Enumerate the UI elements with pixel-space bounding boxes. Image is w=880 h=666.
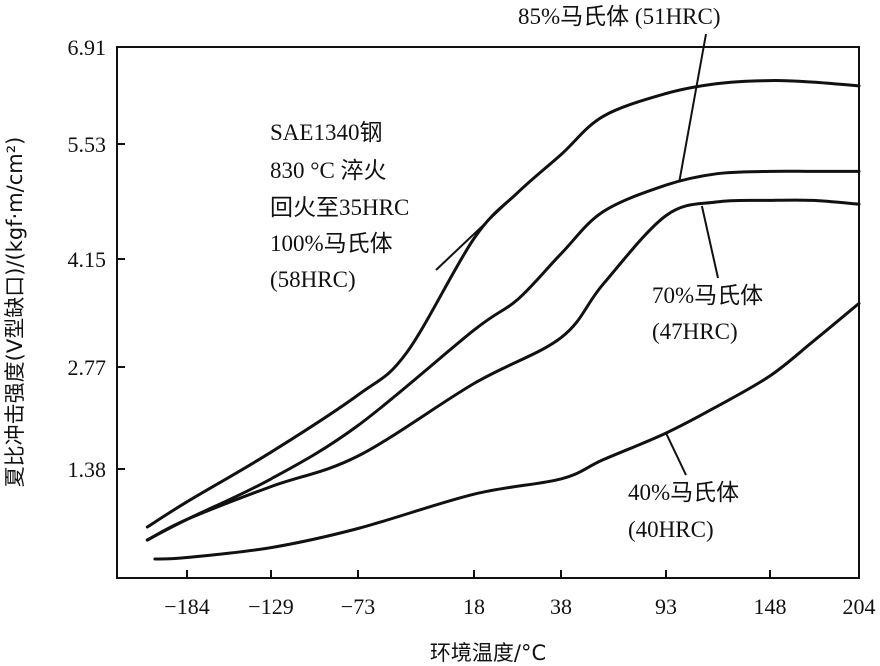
y-tick-label: 6.91 — [68, 35, 107, 60]
series-label-70-line-2: (47HRC) — [652, 319, 738, 344]
curves — [145, 79, 861, 561]
y-tick-label: 4.15 — [68, 247, 107, 272]
leader-85-martensite — [678, 33, 707, 183]
series-label-40-line-2: (40HRC) — [628, 517, 714, 542]
y-tick-label: 2.77 — [68, 355, 107, 380]
axis-ticks: −184 −129 −73 18 38 93 148 204 1.38 2.77 4.15 5.53 6… — [68, 35, 876, 619]
note-line-3: 回火至35HRC — [270, 195, 409, 220]
leader-100-martensite — [435, 192, 519, 271]
y-tick-label: 1.38 — [68, 457, 107, 482]
x-tick-label: 93 — [655, 594, 677, 619]
x-tick-label: −73 — [341, 594, 375, 619]
series-curve-85-martensite — [145, 169, 861, 542]
series-label-100-line-2: (58HRC) — [270, 267, 356, 292]
leader-40-martensite — [665, 432, 687, 476]
series-curve-70-martensite — [145, 198, 861, 542]
leader-70-martensite — [700, 205, 719, 279]
x-tick-label: −184 — [164, 594, 209, 619]
x-tick-label: 204 — [843, 594, 876, 619]
x-tick-label: 148 — [754, 594, 787, 619]
x-tick-label: 38 — [550, 594, 572, 619]
series-label-85: 85%马氏体 (51HRC) — [518, 4, 721, 29]
x-axis-title: 环境温度/°C — [430, 641, 546, 665]
x-tick-label: 18 — [463, 594, 485, 619]
series-label-40-line-1: 40%马氏体 — [628, 480, 739, 505]
x-tick-label: −129 — [248, 594, 293, 619]
series-label-70-line-1: 70%马氏体 — [652, 283, 763, 308]
y-tick-label: 5.53 — [68, 132, 107, 157]
y-axis-title: 夏比冲击强度(V型缺口)/(kgf·m/cm²) — [3, 137, 27, 488]
note-line-1: SAE1340钢 — [270, 120, 382, 145]
note-line-2: 830 °C 淬火 — [270, 158, 387, 183]
leader-lines — [435, 33, 719, 476]
series-label-100-line-1: 100%马氏体 — [270, 231, 393, 256]
series-curve-40-martensite — [153, 301, 861, 561]
plot-frame — [116, 46, 860, 579]
